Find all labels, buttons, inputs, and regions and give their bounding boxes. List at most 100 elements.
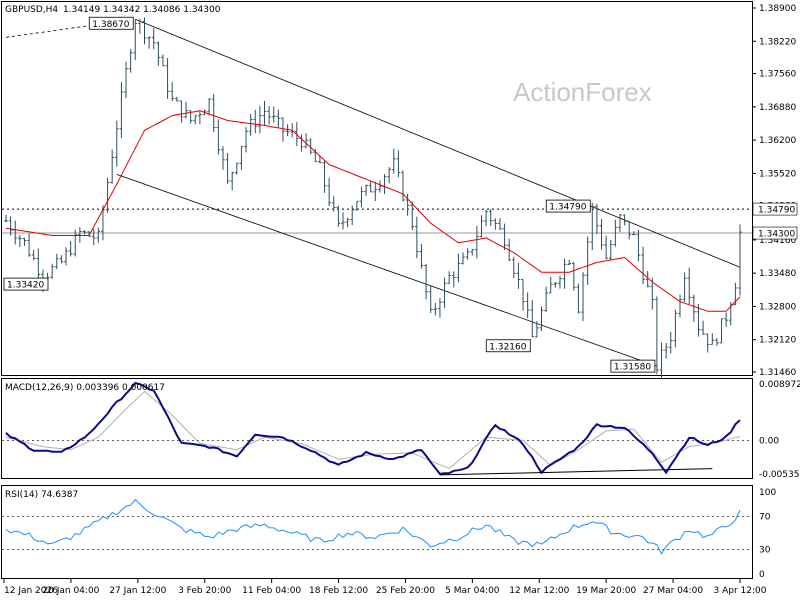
price-annotation: 1.33420 (3, 277, 49, 291)
candle (248, 113, 253, 136)
candle (382, 174, 387, 195)
candle (622, 214, 627, 226)
axis-layer: 1.38900 1.38220 1.37560 1.36880 1.36200 1.355… (3, 4, 800, 596)
x-tick-label: 20 Jan 04:00 (42, 586, 99, 596)
candle (313, 148, 318, 163)
candle (179, 100, 184, 123)
candle (355, 200, 359, 211)
x-tick-label: 3 Feb 20:00 (178, 586, 232, 596)
candle (133, 19, 138, 61)
candle (322, 160, 327, 193)
candle (678, 294, 682, 318)
y-tick-label: 1.32800 (759, 302, 796, 312)
y-tick-label: 1.31460 (759, 368, 796, 378)
candle (705, 333, 710, 353)
candle (299, 134, 304, 152)
candle (604, 235, 608, 260)
candle (738, 224, 742, 296)
candle (447, 271, 451, 285)
price-annotation-text: 1.32160 (489, 342, 526, 352)
candle (576, 283, 581, 314)
candle (225, 152, 230, 184)
candle (8, 216, 13, 236)
candle (456, 253, 461, 283)
candle (165, 58, 170, 99)
candle (493, 218, 498, 230)
price-annotation: 1.34790 (545, 199, 591, 213)
candle (664, 343, 668, 359)
price-annotation: 1.32160 (485, 339, 531, 352)
candle (138, 18, 142, 34)
candle (96, 227, 101, 243)
candle (424, 264, 428, 300)
rsi-y-tick-label: 0 (759, 570, 765, 580)
current-price-tag-text: 1.34300 (758, 230, 795, 240)
candle (535, 321, 539, 338)
channel-lower-line (116, 173, 658, 367)
candle (285, 124, 290, 137)
candle (451, 271, 456, 288)
candle (31, 249, 36, 261)
candle (175, 96, 179, 102)
resistance-price-tag: 1.34790 (752, 202, 798, 216)
candle (719, 318, 724, 344)
candle (216, 119, 221, 155)
candle (391, 148, 396, 174)
candle (110, 149, 114, 184)
candle (184, 101, 188, 119)
candle (636, 229, 641, 262)
candle (59, 255, 64, 264)
rsi-panel-frame (1, 485, 753, 579)
rsi-y-tick-label: 70 (759, 513, 771, 523)
candle (368, 181, 373, 193)
candle (525, 292, 530, 319)
candle (235, 162, 239, 175)
candle (608, 240, 613, 261)
price-annotation: 1.31580 (610, 359, 656, 373)
x-tick-label: 3 Apr 12:00 (714, 586, 767, 596)
candle (54, 253, 59, 270)
candle (461, 252, 465, 265)
moving-average-line (5, 110, 741, 312)
candle (544, 286, 548, 312)
y-tick-label: 1.36880 (759, 103, 796, 113)
candle (336, 205, 341, 228)
candle (641, 246, 645, 284)
candle (530, 300, 535, 338)
candle (262, 100, 267, 126)
y-tick-label: 1.32120 (759, 336, 796, 346)
candle (91, 228, 96, 245)
candle (68, 241, 73, 257)
candle (475, 226, 479, 259)
candle (650, 277, 655, 310)
macd-line (5, 381, 741, 475)
x-tick-label: 25 Feb 20:00 (376, 586, 435, 596)
channel-upper-line (135, 18, 741, 268)
symbol-label: GBPUSD,H4 (5, 5, 58, 15)
candle (553, 281, 558, 288)
candle (599, 219, 604, 250)
x-tick-label: 5 Mar 04:00 (445, 586, 500, 596)
candle (696, 303, 701, 337)
candle (668, 332, 673, 354)
candle (207, 98, 211, 116)
candle (147, 36, 151, 49)
candle (465, 248, 470, 260)
candle (18, 234, 22, 248)
candle (562, 258, 567, 289)
candle (318, 156, 322, 164)
candle (27, 233, 31, 257)
price-annotation: 1.38670 (88, 16, 134, 30)
price-annotation-text: 1.34790 (549, 203, 586, 213)
x-tick-label: 12 Mar 12:00 (509, 586, 569, 596)
candle (124, 61, 128, 98)
candle (724, 312, 728, 327)
candle (590, 202, 595, 251)
x-tick-label: 27 Jan 12:00 (109, 586, 166, 596)
candle (419, 243, 424, 269)
candle (558, 275, 562, 289)
candle (687, 267, 692, 305)
candle (304, 133, 308, 149)
candle (567, 259, 571, 266)
